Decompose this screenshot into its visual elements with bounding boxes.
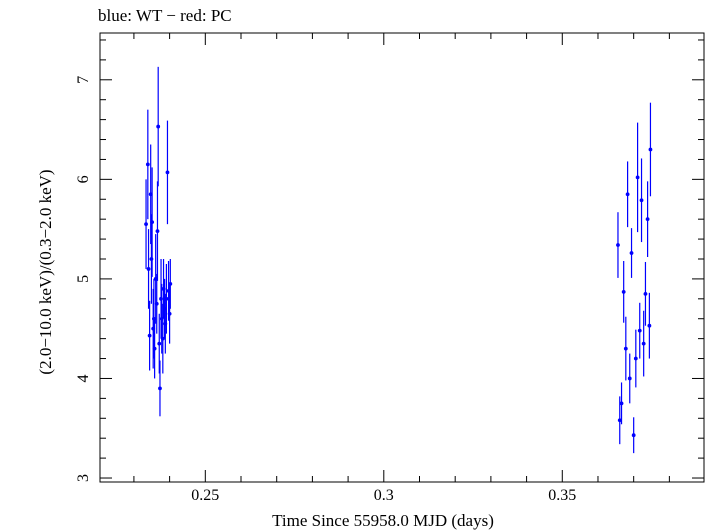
data-point [643, 291, 648, 296]
data-points [144, 66, 653, 454]
data-point [164, 296, 169, 301]
y-tick-label: 5 [75, 275, 92, 283]
data-point [641, 341, 646, 346]
data-point [155, 229, 160, 234]
data-point [156, 124, 161, 129]
data-point [619, 401, 624, 406]
axis-ticks: 0.25 0.3 0.35 3 4 5 6 7 [75, 33, 704, 504]
data-point [629, 251, 634, 255]
data-point [616, 243, 620, 247]
data-point [144, 222, 148, 227]
data-point [623, 346, 628, 351]
data-point [639, 198, 644, 203]
data-point [648, 147, 653, 152]
data-point [168, 281, 173, 286]
x-axis-label: Time Since 55958.0 MJD (days) [272, 511, 494, 530]
x-tick-label: 0.25 [191, 487, 219, 504]
data-point [165, 170, 170, 175]
data-point [146, 267, 151, 271]
data-point [645, 217, 650, 222]
data-point [152, 346, 157, 351]
data-point [149, 257, 154, 261]
y-tick-label: 3 [75, 474, 92, 482]
data-point [621, 289, 626, 294]
data-point [627, 376, 632, 381]
data-point [150, 220, 155, 225]
data-point [625, 192, 630, 197]
data-point [158, 386, 162, 391]
x-tick-label: 0.35 [548, 487, 576, 504]
data-point [635, 175, 640, 180]
data-point [154, 301, 159, 306]
data-point [160, 336, 165, 341]
data-point [633, 356, 638, 361]
data-point [647, 323, 652, 328]
y-tick-label: 4 [75, 374, 92, 382]
plot-frame [99, 32, 705, 483]
y-tick-label: 6 [75, 175, 92, 183]
y-axis-label: (2.0−10.0 keV)/(0.3−2.0 keV) [36, 169, 55, 374]
data-point [637, 328, 642, 333]
data-point [157, 341, 162, 346]
data-point [145, 162, 150, 167]
y-tick-label: 7 [75, 76, 92, 84]
chart-title: blue: WT − red: PC [98, 6, 232, 25]
data-point [167, 311, 172, 316]
data-point [617, 418, 622, 423]
data-point [631, 433, 636, 438]
x-tick-label: 0.3 [374, 487, 394, 504]
data-point [159, 296, 163, 301]
data-point [147, 333, 152, 338]
